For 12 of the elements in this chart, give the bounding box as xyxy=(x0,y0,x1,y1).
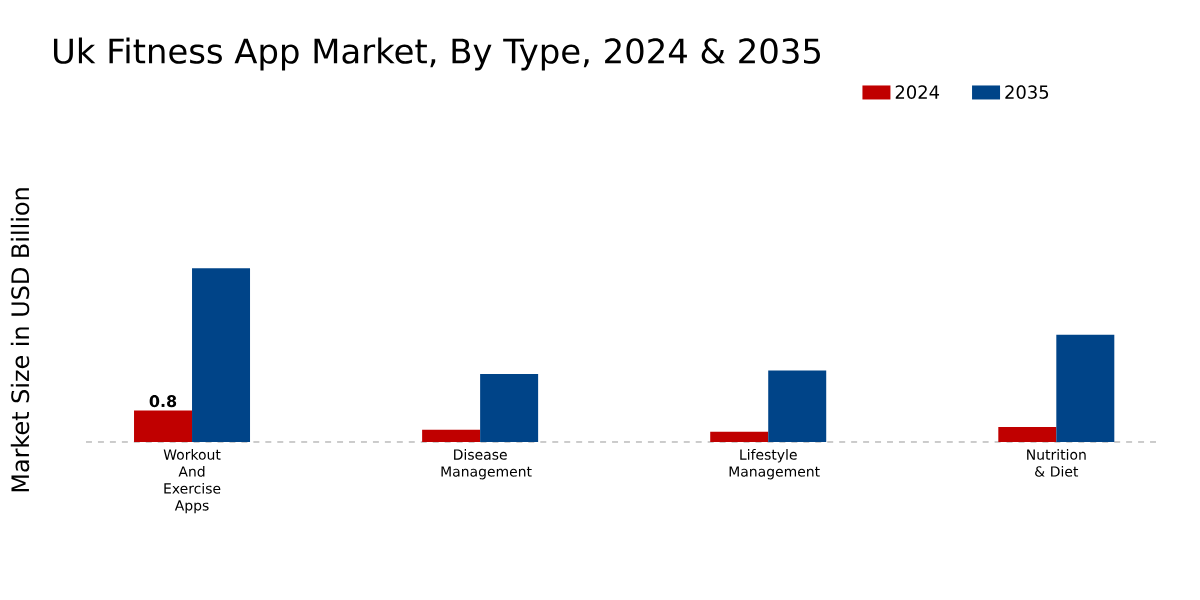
bar xyxy=(480,374,539,442)
bar xyxy=(710,431,769,442)
bar xyxy=(1056,334,1115,442)
legend-label: 2035 xyxy=(1005,85,1049,99)
bar xyxy=(998,427,1057,442)
y-axis-title: Market Size in USD Billion xyxy=(10,188,30,492)
bar xyxy=(422,429,481,442)
bar xyxy=(192,268,251,442)
bar xyxy=(768,370,827,442)
chart-title: Uk Fitness App Market, By Type, 2024 & 2035 xyxy=(53,37,820,71)
bar xyxy=(134,410,193,442)
legend-label: 2024 xyxy=(895,85,940,99)
